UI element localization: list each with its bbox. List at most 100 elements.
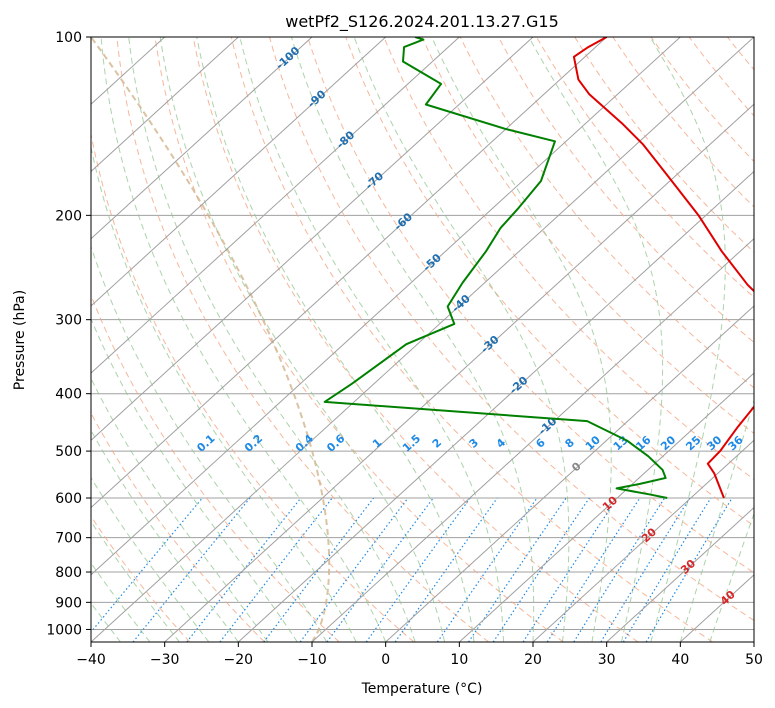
mixing-ratio-label: 20	[658, 433, 678, 453]
y-tick-label: 1000	[46, 622, 82, 638]
moist-adiabat-line	[100, 37, 387, 642]
mixing-ratio-label: 1	[370, 436, 384, 451]
dry-adiabat-line	[91, 293, 340, 642]
mixing-ratio-line	[645, 497, 733, 642]
isotherm-line	[91, 37, 534, 442]
dry-adiabats	[91, 37, 754, 642]
isotherm-line	[311, 237, 754, 642]
dry-adiabat-line	[688, 37, 754, 117]
plot-area: 0.1 0.2 0.4 0.6 1 1.5 2 3 4 6 8 10 13 16 20 25 30 3610203…	[91, 37, 754, 642]
mixing-ratio-line	[219, 497, 333, 642]
x-tick-label: 40	[671, 652, 689, 668]
dry-adiabat-line	[345, 37, 754, 527]
moist-adiabat-line	[91, 317, 298, 642]
isotherm-line	[91, 37, 387, 307]
mixing-ratio-lines	[91, 497, 733, 642]
moist-adiabat-line	[290, 37, 535, 642]
moist-adiabat-line	[196, 37, 475, 642]
moist-adiabat-line	[91, 562, 151, 642]
dry-adiabat-line	[574, 37, 754, 253]
y-tick-label: 900	[55, 595, 82, 611]
y-tick-label: 200	[55, 208, 82, 224]
mixing-ratio-line	[622, 497, 712, 642]
mixing-ratio-line	[468, 497, 567, 642]
sounding-series	[323, 37, 754, 499]
moist-adiabat-line	[91, 429, 239, 642]
moist-adiabat-line	[128, 37, 416, 642]
moist-adiabat-line	[239, 37, 505, 642]
mixing-ratio-label: 16	[633, 433, 653, 453]
x-tick-label: 30	[598, 652, 616, 668]
x-tick-label: −20	[224, 652, 254, 668]
mixing-ratio-line	[326, 497, 434, 642]
y-tick-label: 400	[55, 387, 82, 403]
moist-adiabat-line	[709, 512, 754, 642]
isotherm-line	[91, 37, 754, 642]
dry-adiabat-line	[91, 131, 415, 642]
x-tick-label: 20	[524, 652, 542, 668]
dry-adiabat-line	[421, 37, 754, 435]
mixing-ratio-label: 25	[683, 433, 703, 453]
mixing-ratio-line	[492, 497, 590, 642]
isotherm-line	[458, 372, 754, 642]
dry-adiabat-line	[230, 37, 713, 642]
dry-adiabat-line	[459, 37, 754, 389]
mixing-ratio-line	[546, 497, 641, 642]
dry-adiabat-line	[307, 37, 754, 574]
moist-adiabat-line	[431, 37, 612, 642]
moist-adiabat-line	[528, 37, 664, 642]
dewpoint-line	[323, 37, 668, 499]
y-tick-label: 800	[55, 565, 82, 581]
temperature-line	[572, 37, 754, 499]
isotherm-line	[532, 439, 754, 642]
mixing-ratio-line	[91, 497, 203, 634]
isotherm-line	[237, 170, 754, 642]
dry-adiabat-line	[192, 37, 639, 642]
mixing-ratio-line	[132, 497, 251, 642]
moist-adiabat-line	[91, 520, 180, 642]
mixing-ratio-line	[263, 497, 375, 642]
mixing-ratio-line	[186, 497, 302, 642]
moist-adiabat-line	[649, 37, 726, 642]
isotherm-line	[91, 37, 313, 240]
x-tick-label: 10	[450, 652, 468, 668]
moist-adiabats	[91, 37, 754, 642]
moist-adiabat-line	[91, 476, 210, 642]
y-tick-label: 700	[55, 531, 82, 547]
chart-title: wetPf2_S126.2024.201.13.27.G15	[285, 12, 559, 32]
mixing-ratio-label: 10	[583, 433, 603, 453]
axes: −40 −30 −20 −10 0 10 20 30 40 50 100 200 300 400 500 60…	[46, 30, 763, 668]
dry-adiabat-line	[383, 37, 754, 481]
mixing-ratio-line	[299, 497, 409, 642]
isotherm-line	[91, 37, 460, 374]
moist-adiabat-line	[679, 398, 754, 642]
moist-adiabat-line	[159, 37, 446, 642]
dry-adiabat-line	[91, 515, 191, 642]
dry-adiabat-line	[116, 37, 489, 642]
mixing-ratio-line	[365, 497, 471, 642]
moist-adiabat-line	[353, 37, 570, 642]
isotherm-line	[753, 641, 754, 642]
lcl-curve	[91, 37, 331, 642]
moist-adiabat-line	[91, 377, 269, 642]
dry-adiabat-line	[650, 37, 754, 163]
isotherm-line	[164, 103, 754, 642]
dry-adiabat-line	[269, 37, 754, 622]
mixing-ratio-label: 3	[467, 436, 481, 451]
x-tick-label: 50	[745, 652, 763, 668]
isotherm-line	[91, 37, 681, 576]
moist-adiabat-line	[91, 144, 357, 642]
isotherm-line	[91, 37, 239, 173]
dry-adiabat-line	[91, 412, 265, 642]
y-tick-label: 600	[55, 491, 82, 507]
y-tick-label: 300	[55, 313, 82, 329]
mixing-ratio-line	[600, 497, 691, 642]
skewed-isotherms	[91, 37, 754, 642]
x-tick-label: −40	[76, 652, 106, 668]
moist-adiabat-line	[91, 245, 328, 642]
mixing-ratio-line	[573, 497, 666, 642]
x-tick-label: 0	[381, 652, 390, 668]
mixing-ratio-label: 2	[430, 436, 444, 451]
x-axis-title: Temperature (°C)	[361, 681, 483, 697]
